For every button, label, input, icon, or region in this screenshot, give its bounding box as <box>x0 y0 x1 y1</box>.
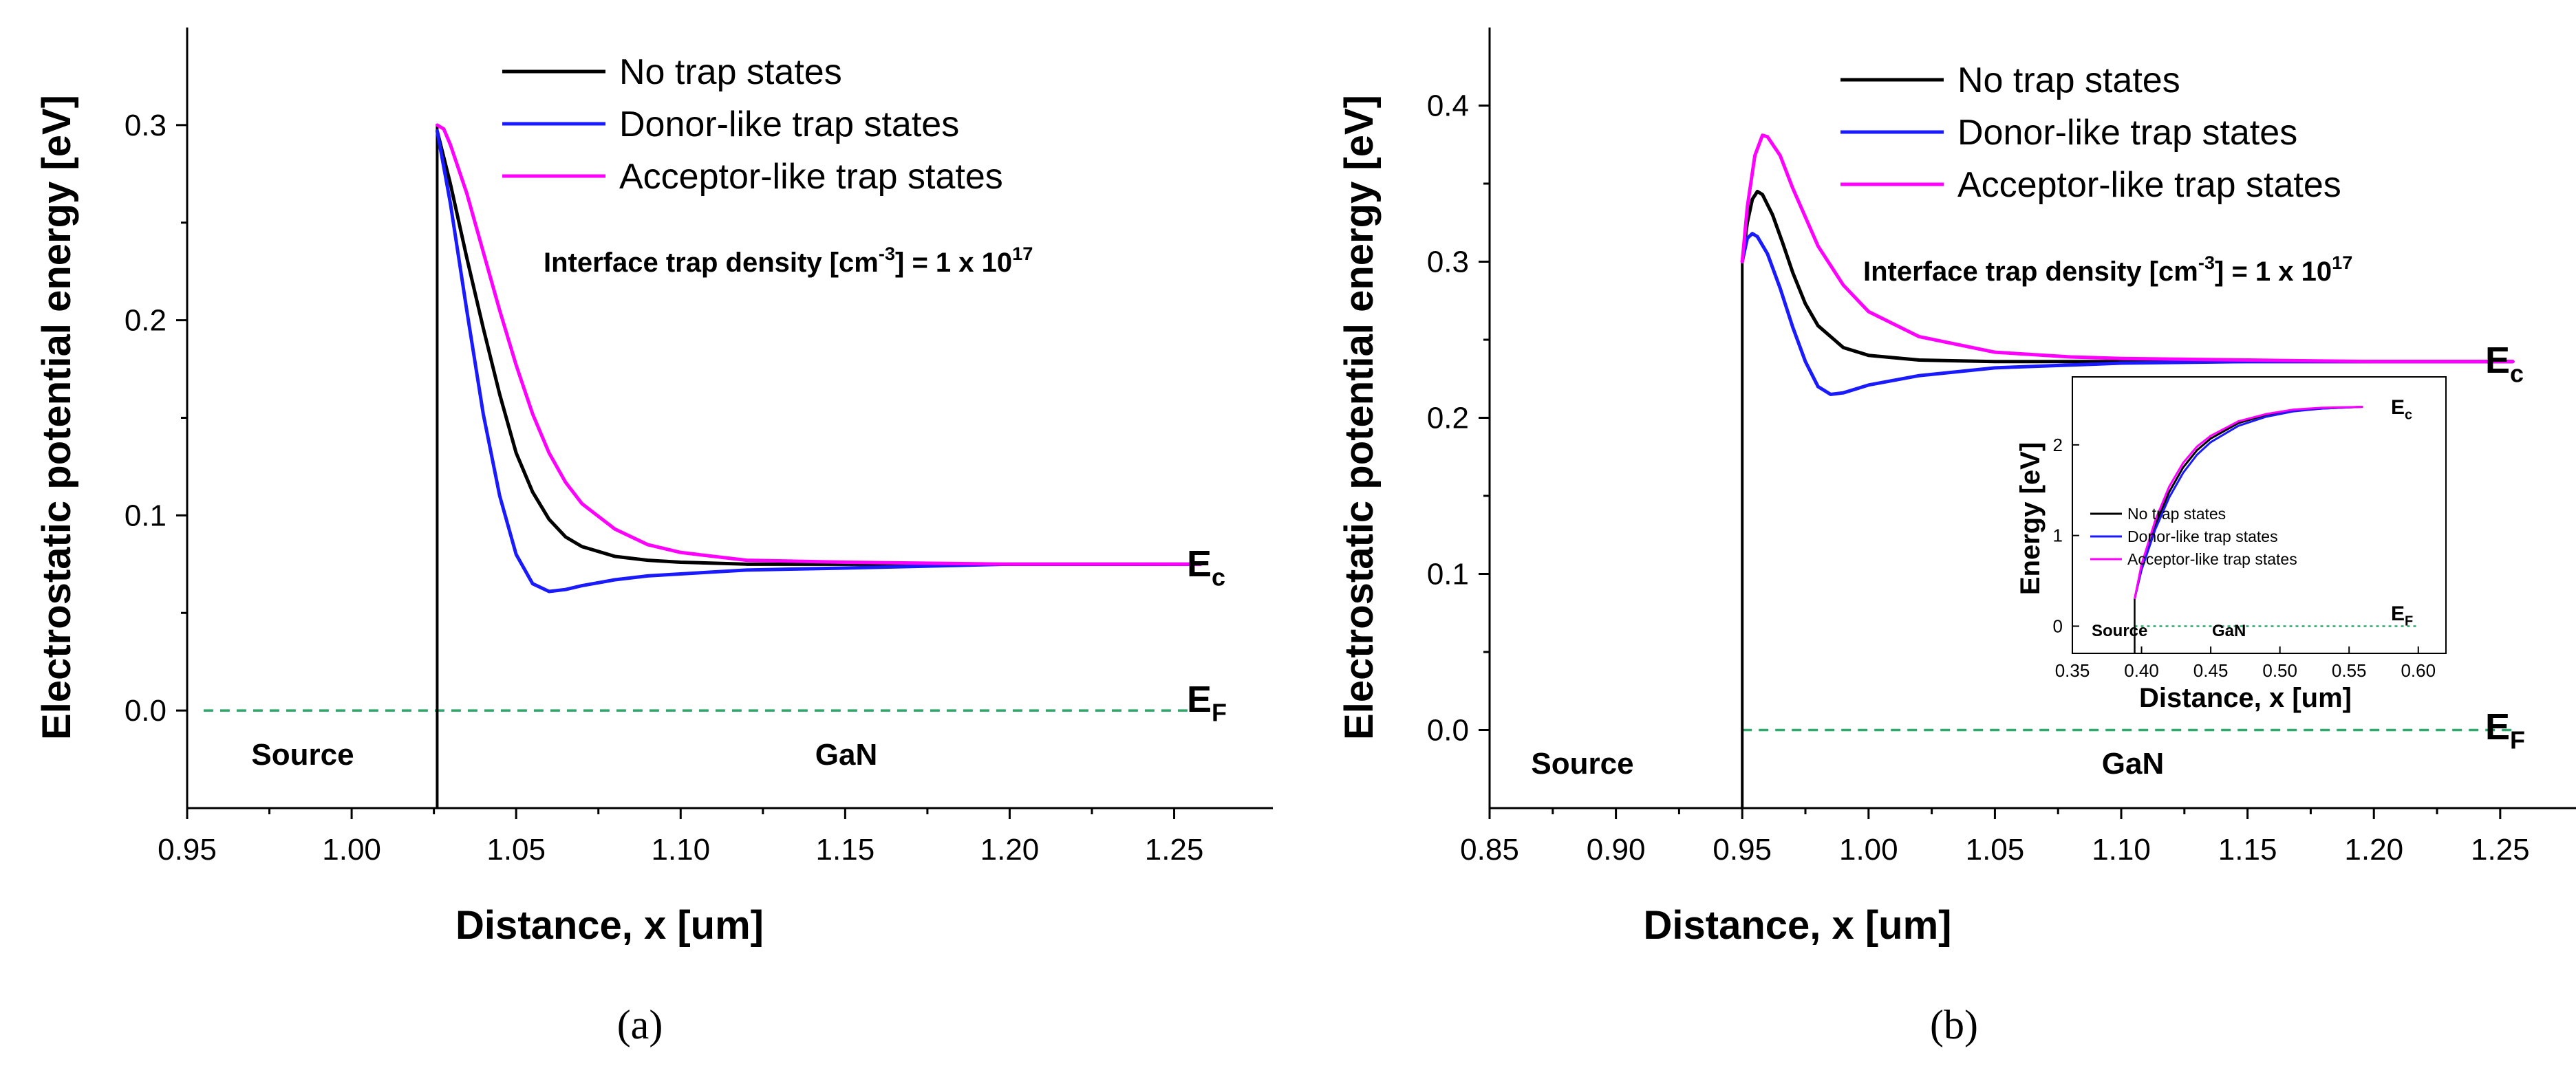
source-region-label: Source <box>1531 747 1633 781</box>
inset-y-tick-label: 2 <box>2053 435 2063 455</box>
inset-legend-label-donor: Donor-like trap states <box>2127 527 2278 545</box>
x-tick-label: 1.10 <box>651 833 710 867</box>
inset-x-tick-label: 0.40 <box>2124 660 2159 681</box>
inset-source-label: Source <box>2092 622 2147 640</box>
x-tick-label: 1.00 <box>1839 833 1898 867</box>
x-tick-label: 0.85 <box>1460 833 1519 867</box>
legend-label-no-trap: No trap states <box>1957 61 2180 100</box>
inset-legend-label-no-trap: No trap states <box>2127 505 2226 523</box>
inset-x-tick-label: 0.50 <box>2262 660 2297 681</box>
y-tick-label: 0.1 <box>1427 558 1469 591</box>
y-axis-label: Electrostatic potential energy [eV] <box>34 95 79 740</box>
series-line-no-trap <box>435 129 1203 566</box>
x-tick-label: 1.05 <box>1966 833 2025 867</box>
x-tick-label: 1.05 <box>486 833 546 867</box>
x-tick-label: 1.00 <box>322 833 381 867</box>
source-region-label: Source <box>251 738 354 772</box>
trap-density-annotation: Interface trap density [cm-3] = 1 x 1017 <box>1863 252 2352 287</box>
x-tick-label: 1.25 <box>1145 833 1204 867</box>
y-tick-label: 0.4 <box>1427 89 1469 123</box>
inset-x-tick-label: 0.55 <box>2332 660 2367 681</box>
gan-region-label: GaN <box>2102 747 2164 781</box>
ef-label: EF <box>2485 706 2525 754</box>
x-tick-label: 1.20 <box>2344 833 2403 867</box>
legend-label-donor: Donor-like trap states <box>1957 113 2297 153</box>
ef-label: EF <box>1187 679 1227 727</box>
legend-label-acceptor: Acceptor-like trap states <box>619 157 1003 197</box>
inset-chart: 0.35 0.40 0.45 0.50 0.55 0.60 0 1 2 Distance, x [… <box>2015 376 2447 713</box>
x-axis-label: Distance, x [um] <box>1644 903 1952 948</box>
ec-label: Ec <box>2485 340 2524 388</box>
ec-label: Ec <box>1187 543 1225 591</box>
legend-label-donor: Donor-like trap states <box>619 105 959 144</box>
x-tick-label: 1.10 <box>2092 833 2151 867</box>
trap-density-annotation: Interface trap density [cm-3] = 1 x 1017 <box>544 243 1033 278</box>
panel-b: 0.85 0.90 0.95 1.00 1.05 1.10 1.15 1.20 1.25 0.0 0… <box>1337 28 2576 1047</box>
legend-label-acceptor: Acceptor-like trap states <box>1957 165 2341 205</box>
gan-region-label: GaN <box>815 738 877 772</box>
y-tick-label: 0.3 <box>125 109 167 142</box>
inset-x-tick-label: 0.60 <box>2401 660 2436 681</box>
y-tick-label: 0.2 <box>125 304 167 338</box>
x-tick-label: 0.95 <box>1713 833 1772 867</box>
inset-y-tick-label: 0 <box>2053 616 2063 636</box>
inset-series-line-donor <box>2134 405 2363 600</box>
inset-x-tick-label: 0.35 <box>2055 660 2090 681</box>
panel-label-a: (a) <box>617 1002 663 1047</box>
x-tick-label: 0.90 <box>1587 833 1646 867</box>
panel-label-b: (b) <box>1930 1002 1978 1047</box>
x-tick-label: 1.15 <box>2218 833 2277 867</box>
x-tick-label: 1.20 <box>980 833 1040 867</box>
y-tick-label: 0.1 <box>125 499 167 532</box>
y-tick-label: 0.3 <box>1427 246 1469 279</box>
inset-y-tick-label: 1 <box>2053 525 2063 546</box>
x-tick-label: 0.95 <box>158 833 217 867</box>
inset-ef-label: EF <box>2391 602 2413 629</box>
series-line-donor <box>1740 232 2515 396</box>
y-tick-label: 0.0 <box>1427 714 1469 748</box>
y-axis-label: Electrostatic potential energy [eV] <box>1337 95 1382 740</box>
inset-x-tick-label: 0.45 <box>2193 660 2229 681</box>
x-tick-label: 1.25 <box>2471 833 2530 867</box>
series-line-acceptor <box>1740 133 2515 364</box>
inset-ec-label: Ec <box>2391 396 2412 423</box>
legend-label-no-trap: No trap states <box>619 52 842 92</box>
y-tick-label: 0.2 <box>1427 402 1469 435</box>
inset-x-axis-label: Distance, x [um] <box>2139 683 2352 713</box>
inset-y-axis-label: Energy [eV] <box>2015 442 2046 595</box>
inset-gan-label: GaN <box>2212 622 2246 640</box>
y-tick-label: 0.0 <box>125 694 167 728</box>
inset-legend-label-acceptor: Acceptor-like trap states <box>2127 550 2297 568</box>
panel-a: 0.95 1.00 1.05 1.10 1.15 1.20 1.25 0.0 0.1 0.2 0.3… <box>34 28 1273 1047</box>
series-line-donor <box>435 129 1203 594</box>
inset-series-line-acceptor <box>2134 405 2363 600</box>
series-line-acceptor <box>435 123 1203 566</box>
x-tick-label: 1.15 <box>816 833 875 867</box>
x-axis-label: Distance, x [um] <box>455 903 764 948</box>
